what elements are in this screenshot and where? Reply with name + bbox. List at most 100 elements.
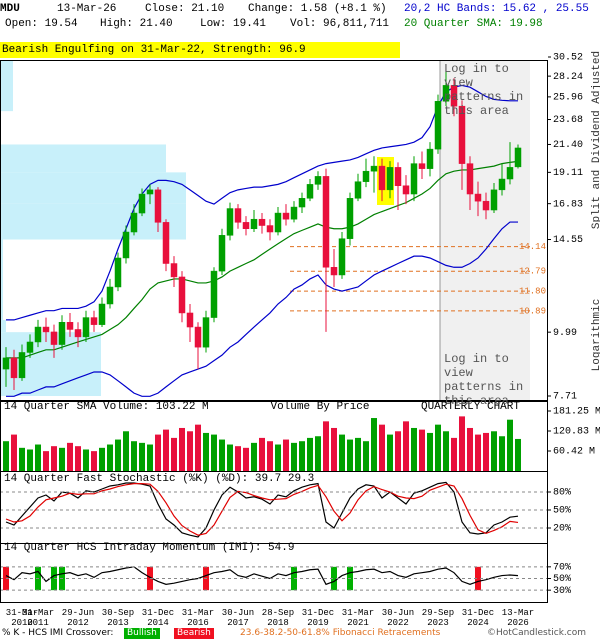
candle-body (506, 167, 514, 180)
candle-body (322, 176, 330, 268)
candle-body (362, 170, 370, 182)
volume-bar (459, 416, 465, 471)
volume-bar (83, 449, 89, 471)
volume-bar (443, 431, 449, 471)
candle-body (498, 178, 506, 191)
side-note: Split and Dividend Adjusted (591, 51, 600, 229)
volume-bar (387, 434, 393, 471)
candle-body (226, 208, 234, 236)
x-tick-label: 31-Mar 2021 (341, 608, 375, 628)
candle-body (290, 206, 298, 220)
volume-bar (211, 434, 217, 471)
volume-bar (419, 429, 425, 471)
y-tick-label: 25.96 (553, 93, 583, 104)
volume-bar (283, 439, 289, 471)
volume-bar (515, 438, 521, 471)
volume-bar (467, 427, 473, 471)
candle-body (266, 225, 274, 233)
candle-body (122, 231, 130, 259)
volume-bar (147, 444, 153, 471)
candle-body (354, 181, 362, 199)
y-tick-label: 70% (553, 562, 571, 573)
candle-body (194, 326, 202, 348)
volume-bar (203, 432, 209, 471)
overlay-text: Log in to view patterns in this area (444, 352, 524, 408)
y-tick-label: 181.25 M (553, 407, 600, 418)
panel-title: 14 Quarter SMA Volume: 103.22 M (4, 401, 209, 413)
close: Close: 21.10 (145, 3, 225, 15)
x-tick-label: 29-Sep 2023 (421, 608, 455, 628)
candle-body (218, 235, 226, 272)
candle-body (402, 185, 410, 195)
candle-body (210, 270, 218, 318)
volume-bar (251, 442, 257, 471)
volume-bar (267, 441, 273, 471)
y-tick-label: 30.52 (553, 53, 583, 64)
bearish-signal (475, 566, 481, 591)
indicator-line (6, 84, 518, 321)
candle-body (386, 167, 394, 191)
candle-body (378, 165, 386, 191)
indicator-line (5, 566, 519, 586)
y-tick-label: 50% (553, 506, 571, 517)
fibonacci-key: 23.6-38.2-50-61.8% Fibonacci Retracement… (240, 628, 441, 638)
candle-body (130, 212, 138, 233)
locked-area (440, 60, 530, 400)
candle-body (154, 189, 162, 223)
candle-body (2, 357, 10, 370)
x-tick-label: 31-Mar 2016 (181, 608, 215, 628)
candle-body (514, 147, 522, 168)
x-tick-label: 13-Mar 2026 (501, 608, 535, 628)
volume-bar (499, 436, 505, 471)
candle-body (250, 218, 258, 230)
fibonacci-level-label: 11.80 (519, 287, 546, 297)
volume-bar (75, 446, 81, 471)
annotation: QUARTERLY CHART (421, 401, 520, 413)
y-tick-label: 7.71 (553, 392, 577, 403)
x-tick-label: 30-Jun 2017 (221, 608, 255, 628)
volume-bar (307, 437, 313, 471)
y-tick-label: 16.83 (553, 199, 583, 210)
candle-body (274, 212, 282, 233)
volume-by-price-bar (1, 274, 3, 320)
volume-bar (123, 431, 129, 471)
candle-body (202, 317, 210, 348)
y-tick-label: 23.68 (553, 115, 583, 126)
volume-bar (11, 434, 17, 471)
x-tick-label: 30-Sep 2013 (101, 608, 135, 628)
date: 13-Mar-26 (57, 3, 117, 15)
high: High: 21.40 (100, 18, 173, 30)
y-tick-label: 50% (553, 574, 571, 585)
candle-body (338, 238, 346, 276)
candle-body (138, 193, 146, 214)
y-tick-label: 19.11 (553, 168, 583, 179)
pattern-banner (0, 42, 400, 58)
volume-bar (315, 436, 321, 471)
volume-bar (299, 441, 305, 471)
indicator-line (6, 160, 519, 359)
volume-bar (427, 432, 433, 471)
volume-by-price-bar (1, 319, 6, 333)
candle-body (458, 105, 466, 164)
volume: Vol: 96,811,711 (290, 18, 390, 30)
indicator-line (5, 481, 519, 538)
volume-bar (163, 429, 169, 471)
volume-bar (179, 427, 185, 471)
candle-body (410, 163, 418, 195)
volume-panel (3, 416, 521, 471)
symbol: MDU (0, 3, 20, 15)
candle-body (50, 331, 58, 345)
candle-body (474, 193, 482, 202)
candle-body (10, 357, 18, 379)
candle-body (466, 163, 474, 195)
candle-body (434, 101, 442, 150)
volume-bar (19, 447, 25, 471)
volume-bar (115, 439, 121, 471)
x-tick-label: 28-Sep 2018 (261, 608, 295, 628)
volume-bar (35, 444, 41, 471)
volume-by-price-bar (1, 239, 3, 275)
volume-bar (235, 446, 241, 471)
candle-body (330, 267, 338, 276)
